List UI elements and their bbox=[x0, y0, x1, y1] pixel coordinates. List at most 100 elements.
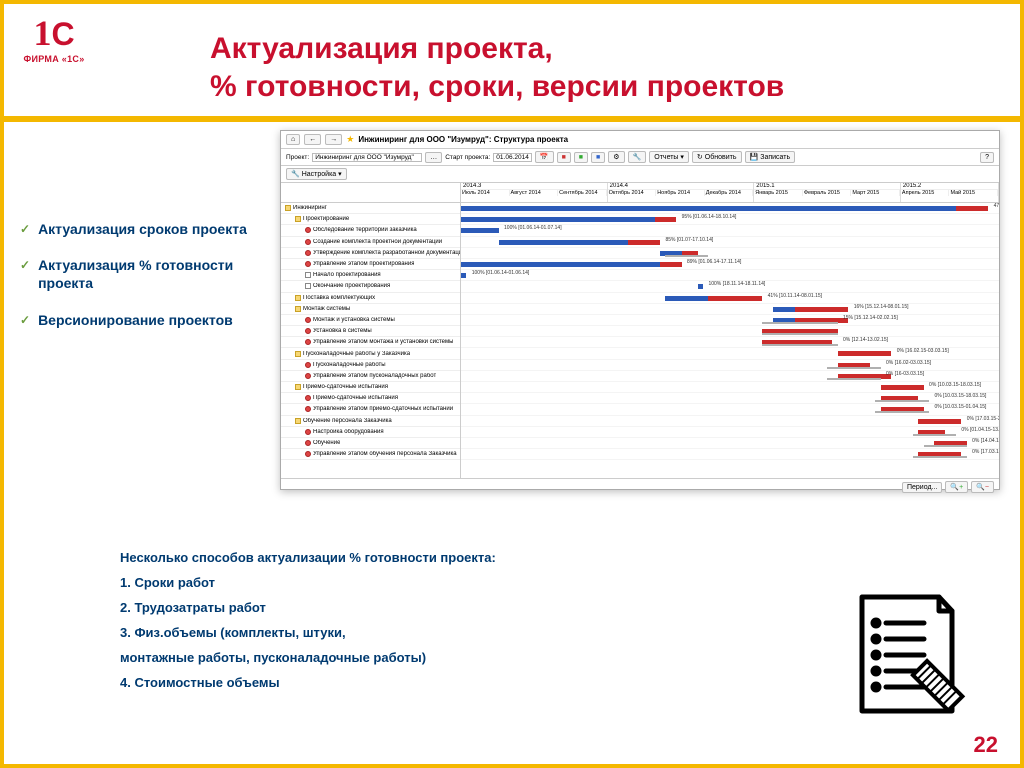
gantt-rows: 47% [01.06.14-27.04.15]95% [01.06.14-18.… bbox=[461, 203, 999, 460]
refresh-button[interactable]: ↻ Обновить bbox=[692, 151, 742, 163]
calendar-button[interactable]: 📅 bbox=[535, 151, 554, 163]
reports-dropdown[interactable]: Отчеты ▾ bbox=[649, 151, 689, 163]
task-row[interactable]: Окончание проектирования bbox=[281, 281, 460, 292]
tool-icon[interactable]: ■ bbox=[574, 152, 588, 163]
folder-icon bbox=[295, 351, 301, 357]
task-name-label: Пусконаладочные работы у Заказчика bbox=[303, 351, 410, 357]
gantt-bar-row: 0% [17.03.15-27.04.15] bbox=[461, 416, 999, 427]
gantt-bar-row: 100% [18.11.14-18.11.14] bbox=[461, 281, 999, 292]
task-row[interactable]: Установка в системы bbox=[281, 326, 460, 337]
gantt-bar bbox=[913, 434, 956, 436]
folder-icon bbox=[295, 306, 301, 312]
task-name-label: Установка в системы bbox=[313, 328, 372, 334]
help-button[interactable]: ? bbox=[980, 152, 994, 163]
cog-icon bbox=[305, 250, 311, 256]
task-name-label: Приемо-сдаточные испытания bbox=[313, 395, 398, 401]
bar-label: 0% [16.02-03.03.15] bbox=[886, 360, 931, 366]
task-row[interactable]: Утверждение комплекта разработанной доку… bbox=[281, 248, 460, 259]
task-row[interactable]: Поставка комплектующих bbox=[281, 293, 460, 304]
lower-item: 3. Физ.объемы (комплекты, штуки, bbox=[120, 625, 680, 640]
task-row[interactable]: Приемо-сдаточные испытания bbox=[281, 393, 460, 404]
start-label: Старт проекта: bbox=[445, 154, 490, 161]
task-row[interactable]: Обследование территории заказчика bbox=[281, 225, 460, 236]
bar-label: 16% [15.12.14-08.01.15] bbox=[854, 304, 909, 310]
gantt-bar-row: 0% [17.03.15-27.04.15] bbox=[461, 449, 999, 460]
task-row[interactable]: Обучение bbox=[281, 438, 460, 449]
gantt-bar bbox=[795, 307, 849, 312]
task-row[interactable]: Проектирование bbox=[281, 214, 460, 225]
task-name-label: Пусконаладочные работы bbox=[313, 362, 386, 368]
start-date-input[interactable]: 01.06.2014 bbox=[493, 153, 532, 162]
task-name-label: Монтаж и установка системы bbox=[313, 317, 395, 323]
save-button[interactable]: 💾 Записать bbox=[745, 151, 796, 163]
task-row[interactable]: Создание комплекта проектной документаци… bbox=[281, 237, 460, 248]
task-row[interactable]: Управление этапом приемо-сдаточных испыт… bbox=[281, 404, 460, 415]
gantt-bar-row: 95% [01.06.14-18.10.14] bbox=[461, 214, 999, 225]
gantt-bar-row: 89% [01.06.14-17.11.14] bbox=[461, 259, 999, 270]
zoom-in-icon[interactable]: 🔍+ bbox=[945, 481, 968, 493]
gantt-bar bbox=[875, 400, 929, 402]
gantt-bar bbox=[762, 333, 837, 335]
home-button[interactable]: ⌂ bbox=[286, 134, 300, 145]
bar-label: 0% [16.02.15-03.03.15] bbox=[897, 348, 949, 354]
task-row[interactable]: Монтаж и установка системы bbox=[281, 315, 460, 326]
logo-1: 1 bbox=[33, 13, 51, 53]
dot-icon bbox=[305, 272, 311, 278]
gantt-bar-row: 41% [10.11.14-08.01.15] bbox=[461, 293, 999, 304]
task-row[interactable]: Управление этапом проектирования bbox=[281, 259, 460, 270]
project-input[interactable]: Инжиниринг для ООО "Изумруд" bbox=[312, 153, 422, 162]
gantt-bar-row: 0% [16.02.15-03.03.15] bbox=[461, 348, 999, 359]
tool-icon[interactable]: 🔧 bbox=[628, 151, 647, 163]
tool-icon[interactable]: ■ bbox=[557, 152, 571, 163]
task-row[interactable]: Приемо-сдаточные испытания bbox=[281, 382, 460, 393]
task-row[interactable]: Управление этапом монтажа и установки си… bbox=[281, 337, 460, 348]
cog-icon bbox=[305, 239, 311, 245]
bar-label: 0% [10.03.15-18.03.15] bbox=[934, 393, 986, 399]
cog-icon bbox=[305, 339, 311, 345]
gantt-bar-row: 0% [01.04.15-13.04.15] bbox=[461, 427, 999, 438]
lower-item: 4. Стоимостные объемы bbox=[120, 675, 680, 690]
task-row[interactable]: Управление этапом пусконаладочных работ bbox=[281, 371, 460, 382]
task-row[interactable]: Пусконаладочные работы bbox=[281, 360, 460, 371]
logo-subtitle: ФИРМА «1С» bbox=[18, 54, 90, 64]
bar-label: 0% [12.14-13.02.15] bbox=[843, 337, 888, 343]
gantt-bar bbox=[827, 367, 881, 369]
task-name-label: Утверждение комплекта разработанной доку… bbox=[313, 250, 460, 256]
zoom-out-icon[interactable]: 🔍− bbox=[971, 481, 994, 493]
project-label: Проект: bbox=[286, 154, 309, 161]
gantt-bar-row: 47% [01.06.14-27.04.15] bbox=[461, 203, 999, 214]
task-row[interactable]: Инжиниринг bbox=[281, 203, 460, 214]
back-button[interactable]: ← bbox=[304, 134, 321, 145]
forward-button[interactable]: → bbox=[325, 134, 342, 145]
gantt-bar-row: 0% [16.02-03.03.15] bbox=[461, 360, 999, 371]
cog-icon bbox=[305, 440, 311, 446]
gantt-bar bbox=[461, 262, 660, 267]
gantt-body: ИнжинирингПроектированиеОбследование тер… bbox=[281, 183, 999, 478]
gantt-bar-row bbox=[461, 248, 999, 259]
task-row[interactable]: Обучение персонала Заказчика bbox=[281, 416, 460, 427]
lower-item: монтажные работы, пусконаладочные работы… bbox=[120, 650, 680, 665]
bar-label: 0% [17.03.15-27.04.15] bbox=[967, 416, 999, 422]
picker-button[interactable]: … bbox=[425, 152, 442, 163]
gantt-settings-bar: 🔧 Настройка ▾ bbox=[281, 166, 999, 183]
tool-icon[interactable]: ■ bbox=[591, 152, 605, 163]
task-row[interactable]: Начало проектирования bbox=[281, 270, 460, 281]
gantt-bar-row: 0% [10.03.15-18.03.15] bbox=[461, 393, 999, 404]
bar-label: 100% [01.06.14-01.06.14] bbox=[472, 270, 530, 276]
period-button[interactable]: Период... bbox=[902, 482, 942, 493]
gantt-bar bbox=[708, 296, 762, 301]
bullet-item: Актуализация % готовности проекта bbox=[20, 256, 270, 292]
cog-icon bbox=[305, 395, 311, 401]
task-row[interactable]: Управление этапом обучения персонала Зак… bbox=[281, 449, 460, 460]
folder-icon bbox=[285, 205, 291, 211]
task-row[interactable]: Пусконаладочные работы у Заказчика bbox=[281, 348, 460, 359]
settings-dropdown[interactable]: 🔧 Настройка ▾ bbox=[286, 168, 347, 180]
cog-icon bbox=[305, 451, 311, 457]
task-row[interactable]: Монтаж системы bbox=[281, 304, 460, 315]
task-list: ИнжинирингПроектированиеОбследование тер… bbox=[281, 183, 461, 478]
title-line1: Актуализация проекта, bbox=[210, 32, 553, 65]
gantt-bar-row: 100% [01.06.14-01.07.14] bbox=[461, 225, 999, 236]
tool-icon[interactable]: ⚙ bbox=[608, 151, 624, 163]
logo-c: C bbox=[51, 16, 74, 52]
task-row[interactable]: Настройка оборудования bbox=[281, 427, 460, 438]
